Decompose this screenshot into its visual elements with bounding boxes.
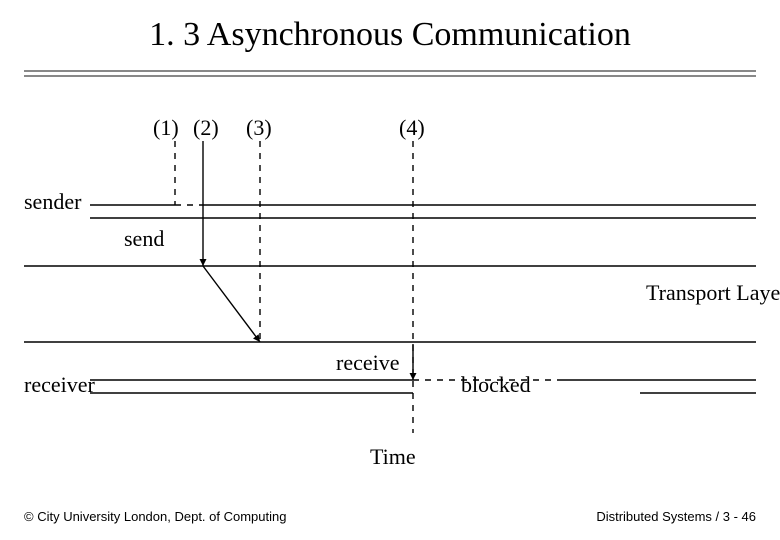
marker-2: (2) (193, 115, 219, 141)
sender-label: sender (24, 189, 81, 215)
transport-label: Transport Layer (646, 280, 756, 306)
blocked-label: blocked (461, 372, 531, 398)
receive-label: receive (336, 350, 400, 376)
marker-3: (3) (246, 115, 272, 141)
marker-1: (1) (153, 115, 179, 141)
marker-4: (4) (399, 115, 425, 141)
send-label: send (124, 226, 164, 252)
time-label: Time (370, 444, 416, 470)
slide: 1. 3 Asynchronous Communication (1) (2) … (0, 0, 780, 540)
footer-left: © City University London, Dept. of Compu… (24, 509, 286, 524)
receiver-label: receiver (24, 372, 95, 398)
footer-right: Distributed Systems / 3 - 46 (596, 509, 756, 524)
